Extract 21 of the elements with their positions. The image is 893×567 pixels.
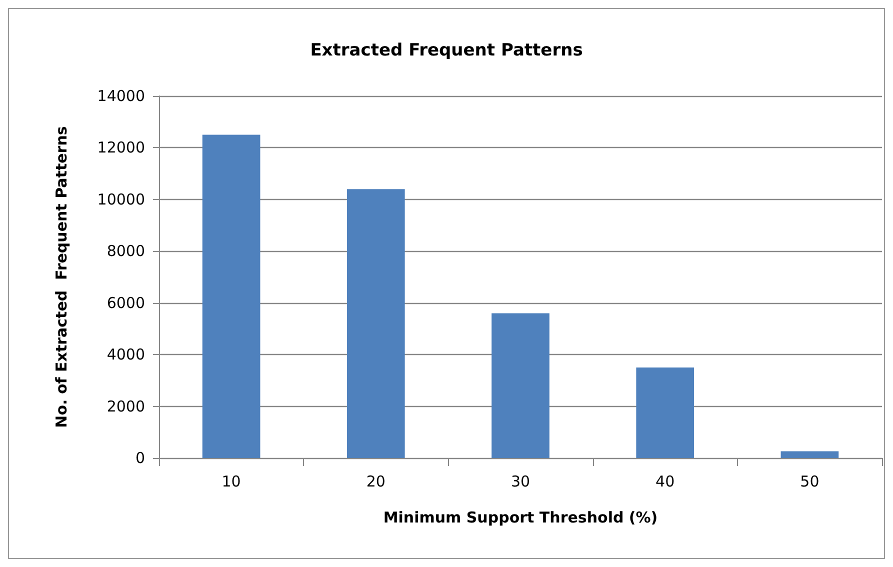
- bar: [492, 313, 550, 458]
- x-tick-label: 20: [366, 472, 386, 490]
- bar: [780, 451, 839, 458]
- y-tick-label: 4000: [106, 346, 145, 364]
- bar: [346, 189, 405, 458]
- x-tick-label: 10: [222, 472, 241, 490]
- bar: [202, 134, 260, 458]
- y-tick-label: 6000: [106, 294, 145, 312]
- x-tick-label: 30: [510, 472, 530, 490]
- y-tick-label: 8000: [106, 242, 145, 260]
- bar: [636, 368, 694, 458]
- x-axis-title: Minimum Support Threshold (%): [383, 508, 658, 526]
- y-tick-label: 14000: [97, 87, 145, 105]
- y-tick-label: 10000: [97, 190, 145, 208]
- y-tick-label: 12000: [97, 138, 145, 157]
- chart-title: Extracted Frequent Patterns: [310, 40, 583, 60]
- x-tick-label: 50: [800, 472, 820, 490]
- y-axis-title: No. of Extracted Frequent Patterns: [52, 126, 70, 428]
- y-tick-label: 2000: [106, 397, 145, 416]
- y-tick-label: 0: [135, 449, 145, 467]
- x-tick-label: 40: [656, 472, 675, 490]
